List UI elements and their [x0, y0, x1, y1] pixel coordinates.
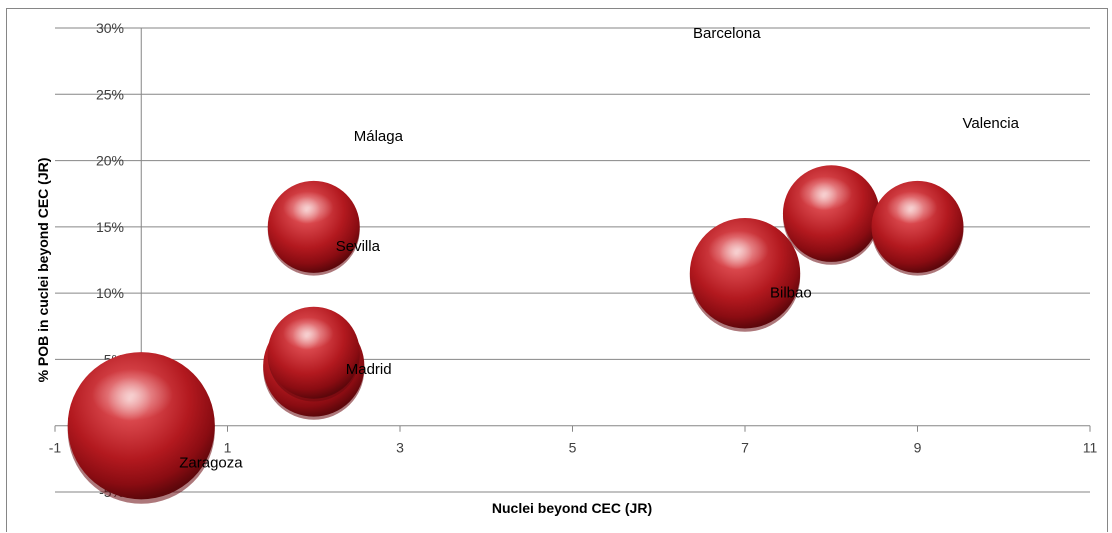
data-label: Málaga [354, 128, 404, 145]
y-tick-label: 20% [96, 153, 124, 169]
y-tick-label: 10% [96, 285, 124, 301]
x-tick-label: 9 [914, 440, 922, 456]
data-label: Sevilla [336, 238, 381, 255]
y-tick-label: 30% [96, 20, 124, 36]
x-axis-title: Nuclei beyond CEC (JR) [492, 500, 652, 516]
bubble-highlight [798, 176, 853, 211]
x-tick-label: 11 [1083, 440, 1098, 456]
x-tick-label: 5 [569, 440, 577, 456]
bubble-highlight [886, 191, 938, 224]
y-axis-title: % POB in cuclei beyond CEC (JR) [35, 158, 51, 383]
x-tick-label: 3 [396, 440, 404, 456]
data-label: Valencia [963, 115, 1020, 132]
data-label: Madrid [346, 361, 392, 378]
bubbles [67, 165, 964, 504]
data-label: Bilbao [770, 284, 812, 301]
point-labels: Zaragoza Madrid Sevilla Málaga Bilbao Valenci… [179, 25, 1019, 472]
bubble-highlight [282, 191, 334, 224]
x-tick-label: 1 [224, 440, 232, 456]
x-tick-label: -1 [49, 440, 62, 456]
bubble-highlight [708, 230, 769, 270]
bubble-highlight [282, 317, 334, 350]
bubble-highlight [91, 369, 173, 421]
data-label: Zaragoza [179, 455, 243, 472]
y-tick-label: 25% [96, 86, 124, 102]
y-tick-label: 15% [96, 219, 124, 235]
x-tick-label: 7 [741, 440, 749, 456]
data-label: Barcelona [693, 25, 761, 42]
